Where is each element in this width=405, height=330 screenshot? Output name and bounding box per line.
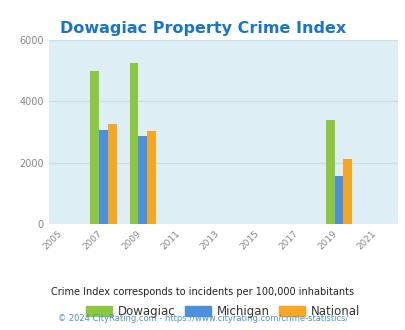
Bar bbox=[90, 71, 99, 224]
Bar bbox=[334, 176, 343, 224]
Bar bbox=[343, 159, 352, 224]
Bar bbox=[129, 63, 138, 224]
Text: © 2024 CityRating.com - https://www.cityrating.com/crime-statistics/: © 2024 CityRating.com - https://www.city… bbox=[58, 314, 347, 323]
Bar bbox=[108, 124, 117, 224]
Text: Dowagiac Property Crime Index: Dowagiac Property Crime Index bbox=[60, 21, 345, 36]
Bar bbox=[138, 136, 147, 224]
Legend: Dowagiac, Michigan, National: Dowagiac, Michigan, National bbox=[81, 301, 364, 323]
Bar bbox=[99, 130, 108, 224]
Text: Crime Index corresponds to incidents per 100,000 inhabitants: Crime Index corresponds to incidents per… bbox=[51, 287, 354, 297]
Bar bbox=[325, 120, 334, 224]
Bar bbox=[147, 131, 156, 224]
